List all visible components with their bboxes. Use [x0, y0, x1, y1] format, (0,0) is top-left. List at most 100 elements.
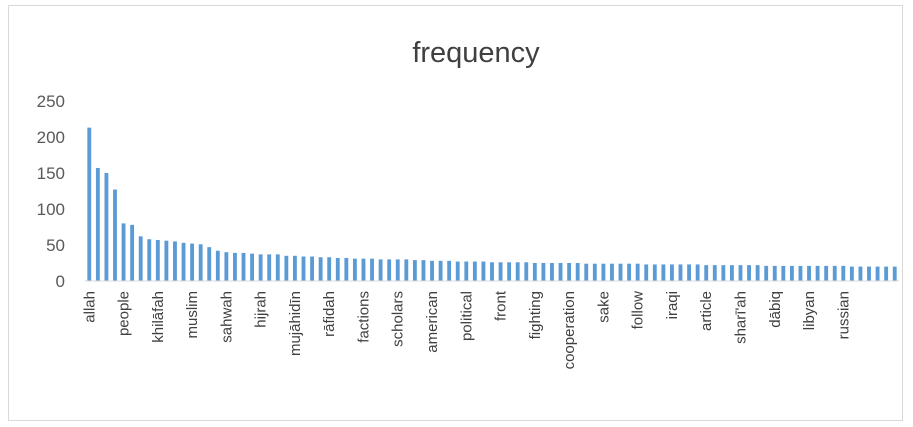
x-category-label: fighting	[527, 291, 544, 339]
x-category-label: rāfidah	[321, 291, 338, 337]
bar	[481, 261, 486, 281]
bar	[541, 263, 546, 281]
x-category-label: mujāhidīn	[287, 291, 304, 356]
bar	[618, 263, 623, 281]
bar	[233, 252, 237, 281]
x-category-label: iraqi	[664, 291, 681, 319]
bar	[550, 263, 554, 281]
x-category-label: dābiq	[767, 291, 784, 328]
bar	[747, 265, 751, 281]
bar	[352, 258, 357, 281]
x-category-label: allah	[81, 291, 98, 323]
bar	[224, 252, 229, 281]
bar	[267, 254, 272, 281]
bar	[113, 189, 117, 281]
x-category-label: muslim	[184, 291, 201, 339]
bar	[173, 241, 177, 281]
bar	[412, 260, 417, 281]
bar	[292, 255, 297, 281]
bar	[275, 254, 280, 281]
bar	[138, 236, 143, 281]
x-category-label: khilāfah	[150, 291, 167, 343]
bar	[841, 265, 846, 281]
y-tick-label: 0	[56, 272, 65, 291]
bar	[190, 243, 195, 281]
bar	[678, 264, 683, 281]
y-tick-label: 50	[46, 236, 65, 255]
bar	[815, 265, 820, 281]
bar	[95, 167, 100, 281]
bar	[524, 262, 529, 281]
bar	[430, 260, 434, 281]
bar	[635, 263, 640, 281]
bar	[610, 263, 614, 281]
x-category-label: front	[493, 290, 510, 321]
bar	[515, 262, 520, 281]
bar	[712, 265, 717, 281]
bar	[807, 265, 811, 281]
bar	[558, 263, 563, 281]
bar	[884, 266, 889, 281]
bar	[421, 260, 426, 281]
x-category-label: sahwah	[218, 291, 235, 343]
bar	[652, 264, 657, 281]
bar	[738, 265, 743, 281]
x-category-label: follow	[630, 291, 647, 330]
x-category-label: hijrah	[253, 291, 270, 328]
y-tick-label: 250	[37, 92, 65, 111]
bar	[601, 263, 606, 281]
bar	[764, 265, 769, 281]
bar	[498, 262, 503, 281]
bar	[798, 265, 803, 281]
bar	[824, 265, 829, 281]
bar	[858, 266, 863, 281]
bar	[104, 173, 109, 281]
bars	[87, 127, 897, 281]
x-category-label: sharī'ah	[732, 291, 749, 344]
bar	[181, 242, 186, 281]
bar	[155, 239, 160, 281]
bar	[310, 256, 314, 281]
bar	[284, 255, 289, 281]
bar	[832, 265, 837, 281]
bar	[575, 263, 580, 281]
bar	[704, 265, 709, 281]
bar	[875, 266, 880, 281]
x-category-label: sake	[595, 291, 612, 323]
bar	[687, 264, 692, 281]
bar	[755, 265, 760, 281]
bar	[164, 240, 169, 281]
bar	[387, 259, 392, 281]
bar	[447, 260, 452, 281]
bar	[627, 263, 632, 281]
bar	[584, 263, 589, 281]
bar	[147, 239, 152, 281]
bar	[241, 252, 246, 281]
bar	[532, 263, 537, 281]
bar	[207, 247, 212, 281]
y-tick-label: 200	[37, 128, 65, 147]
bar	[87, 127, 92, 281]
x-category-label: article	[698, 291, 715, 331]
bar	[198, 244, 203, 281]
y-axis-labels: 0 50 100 150 200 250	[37, 92, 65, 291]
x-category-label: russian	[835, 291, 852, 339]
bar	[438, 260, 443, 281]
bar	[644, 264, 649, 281]
bar	[781, 265, 786, 281]
y-tick-label: 100	[37, 200, 65, 219]
bar	[301, 256, 306, 281]
bar	[464, 261, 469, 281]
bar	[849, 266, 854, 281]
x-axis-labels: allah people khilāfah muslim sahwah hijrah muj…	[81, 290, 852, 369]
chart: frequency 0 50 100 150 200 250 allah people khi…	[37, 37, 899, 369]
bar	[335, 257, 340, 281]
bar	[404, 259, 409, 281]
chart-title: frequency	[412, 37, 540, 69]
bar	[344, 257, 349, 281]
bar	[661, 264, 666, 281]
y-tick-label: 150	[37, 164, 65, 183]
bar	[695, 264, 700, 281]
bar	[490, 262, 494, 281]
bar	[670, 264, 674, 281]
